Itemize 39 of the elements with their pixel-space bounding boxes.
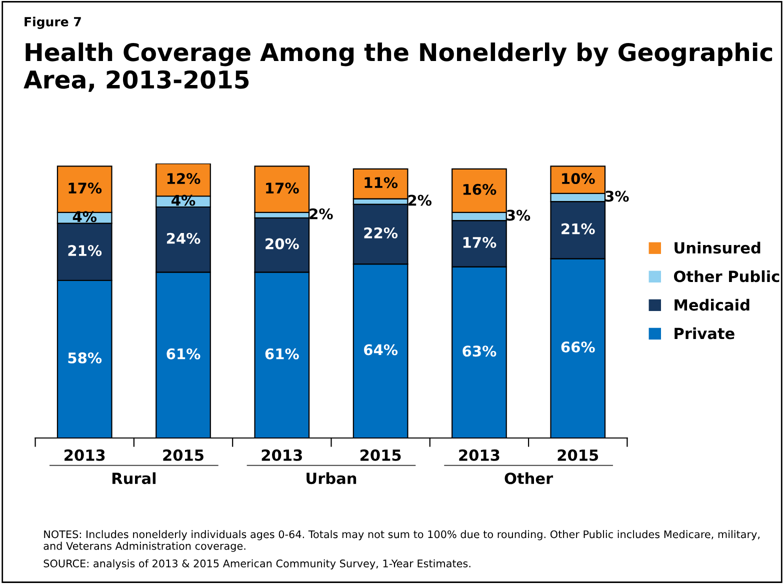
legend-label: Private xyxy=(674,327,734,340)
data-label: 21% xyxy=(562,223,595,234)
data-label: 17% xyxy=(463,236,496,248)
source-note: SOURCE: analysis of 2013 & 2015 American Community Survey, 1-Year Estimates. xyxy=(44,559,470,570)
data-label: 24% xyxy=(166,232,200,244)
data-label: 10% xyxy=(562,173,595,184)
data-label: 20% xyxy=(266,238,299,250)
data-label: 2% xyxy=(408,194,432,206)
text: NOTES: Includes nonelderly individuals ages 0-64. Totals may not sum to 100% due to rounding. Other Public includes Medicare, military, and Veterans Administration coverage. xyxy=(44,530,760,552)
data-label: 4% xyxy=(172,194,196,206)
data-label: 2% xyxy=(310,208,333,220)
data-label: 58% xyxy=(68,352,102,364)
legend-label: Uninsured xyxy=(674,242,760,254)
data-label: 3% xyxy=(605,190,629,202)
x-tick-label: 2013 xyxy=(459,449,500,461)
data-label: 12% xyxy=(167,173,200,184)
legend-label: Medicaid xyxy=(674,298,750,311)
legend-label: Other Public xyxy=(674,270,780,282)
data-label: 21% xyxy=(68,245,102,256)
text: Rural xyxy=(112,472,156,484)
x-tick-label: 2013 xyxy=(262,449,302,461)
data-label: 17% xyxy=(68,182,102,194)
data-label: 11% xyxy=(364,177,398,188)
text: Other xyxy=(504,472,554,484)
x-tick-label: 2015 xyxy=(163,449,204,461)
data-label: 61% xyxy=(265,348,299,360)
data-label: 16% xyxy=(463,184,496,195)
data-label: 61% xyxy=(166,348,200,360)
x-tick-label: 2015 xyxy=(360,449,401,461)
x-tick-label: 2013 xyxy=(64,449,105,461)
data-label: 66% xyxy=(561,342,595,353)
data-label: 22% xyxy=(364,227,398,238)
data-label: 63% xyxy=(462,346,496,357)
chart-title: Health Coverage Among the Nonelderly by Geographic Area, 2013-2015 xyxy=(24,42,772,92)
text: Urban xyxy=(306,472,356,484)
caption: Figure 7 xyxy=(24,16,81,29)
data-label: 17% xyxy=(266,182,299,194)
data-label: 64% xyxy=(364,344,398,356)
x-tick-label: 2015 xyxy=(558,449,598,461)
